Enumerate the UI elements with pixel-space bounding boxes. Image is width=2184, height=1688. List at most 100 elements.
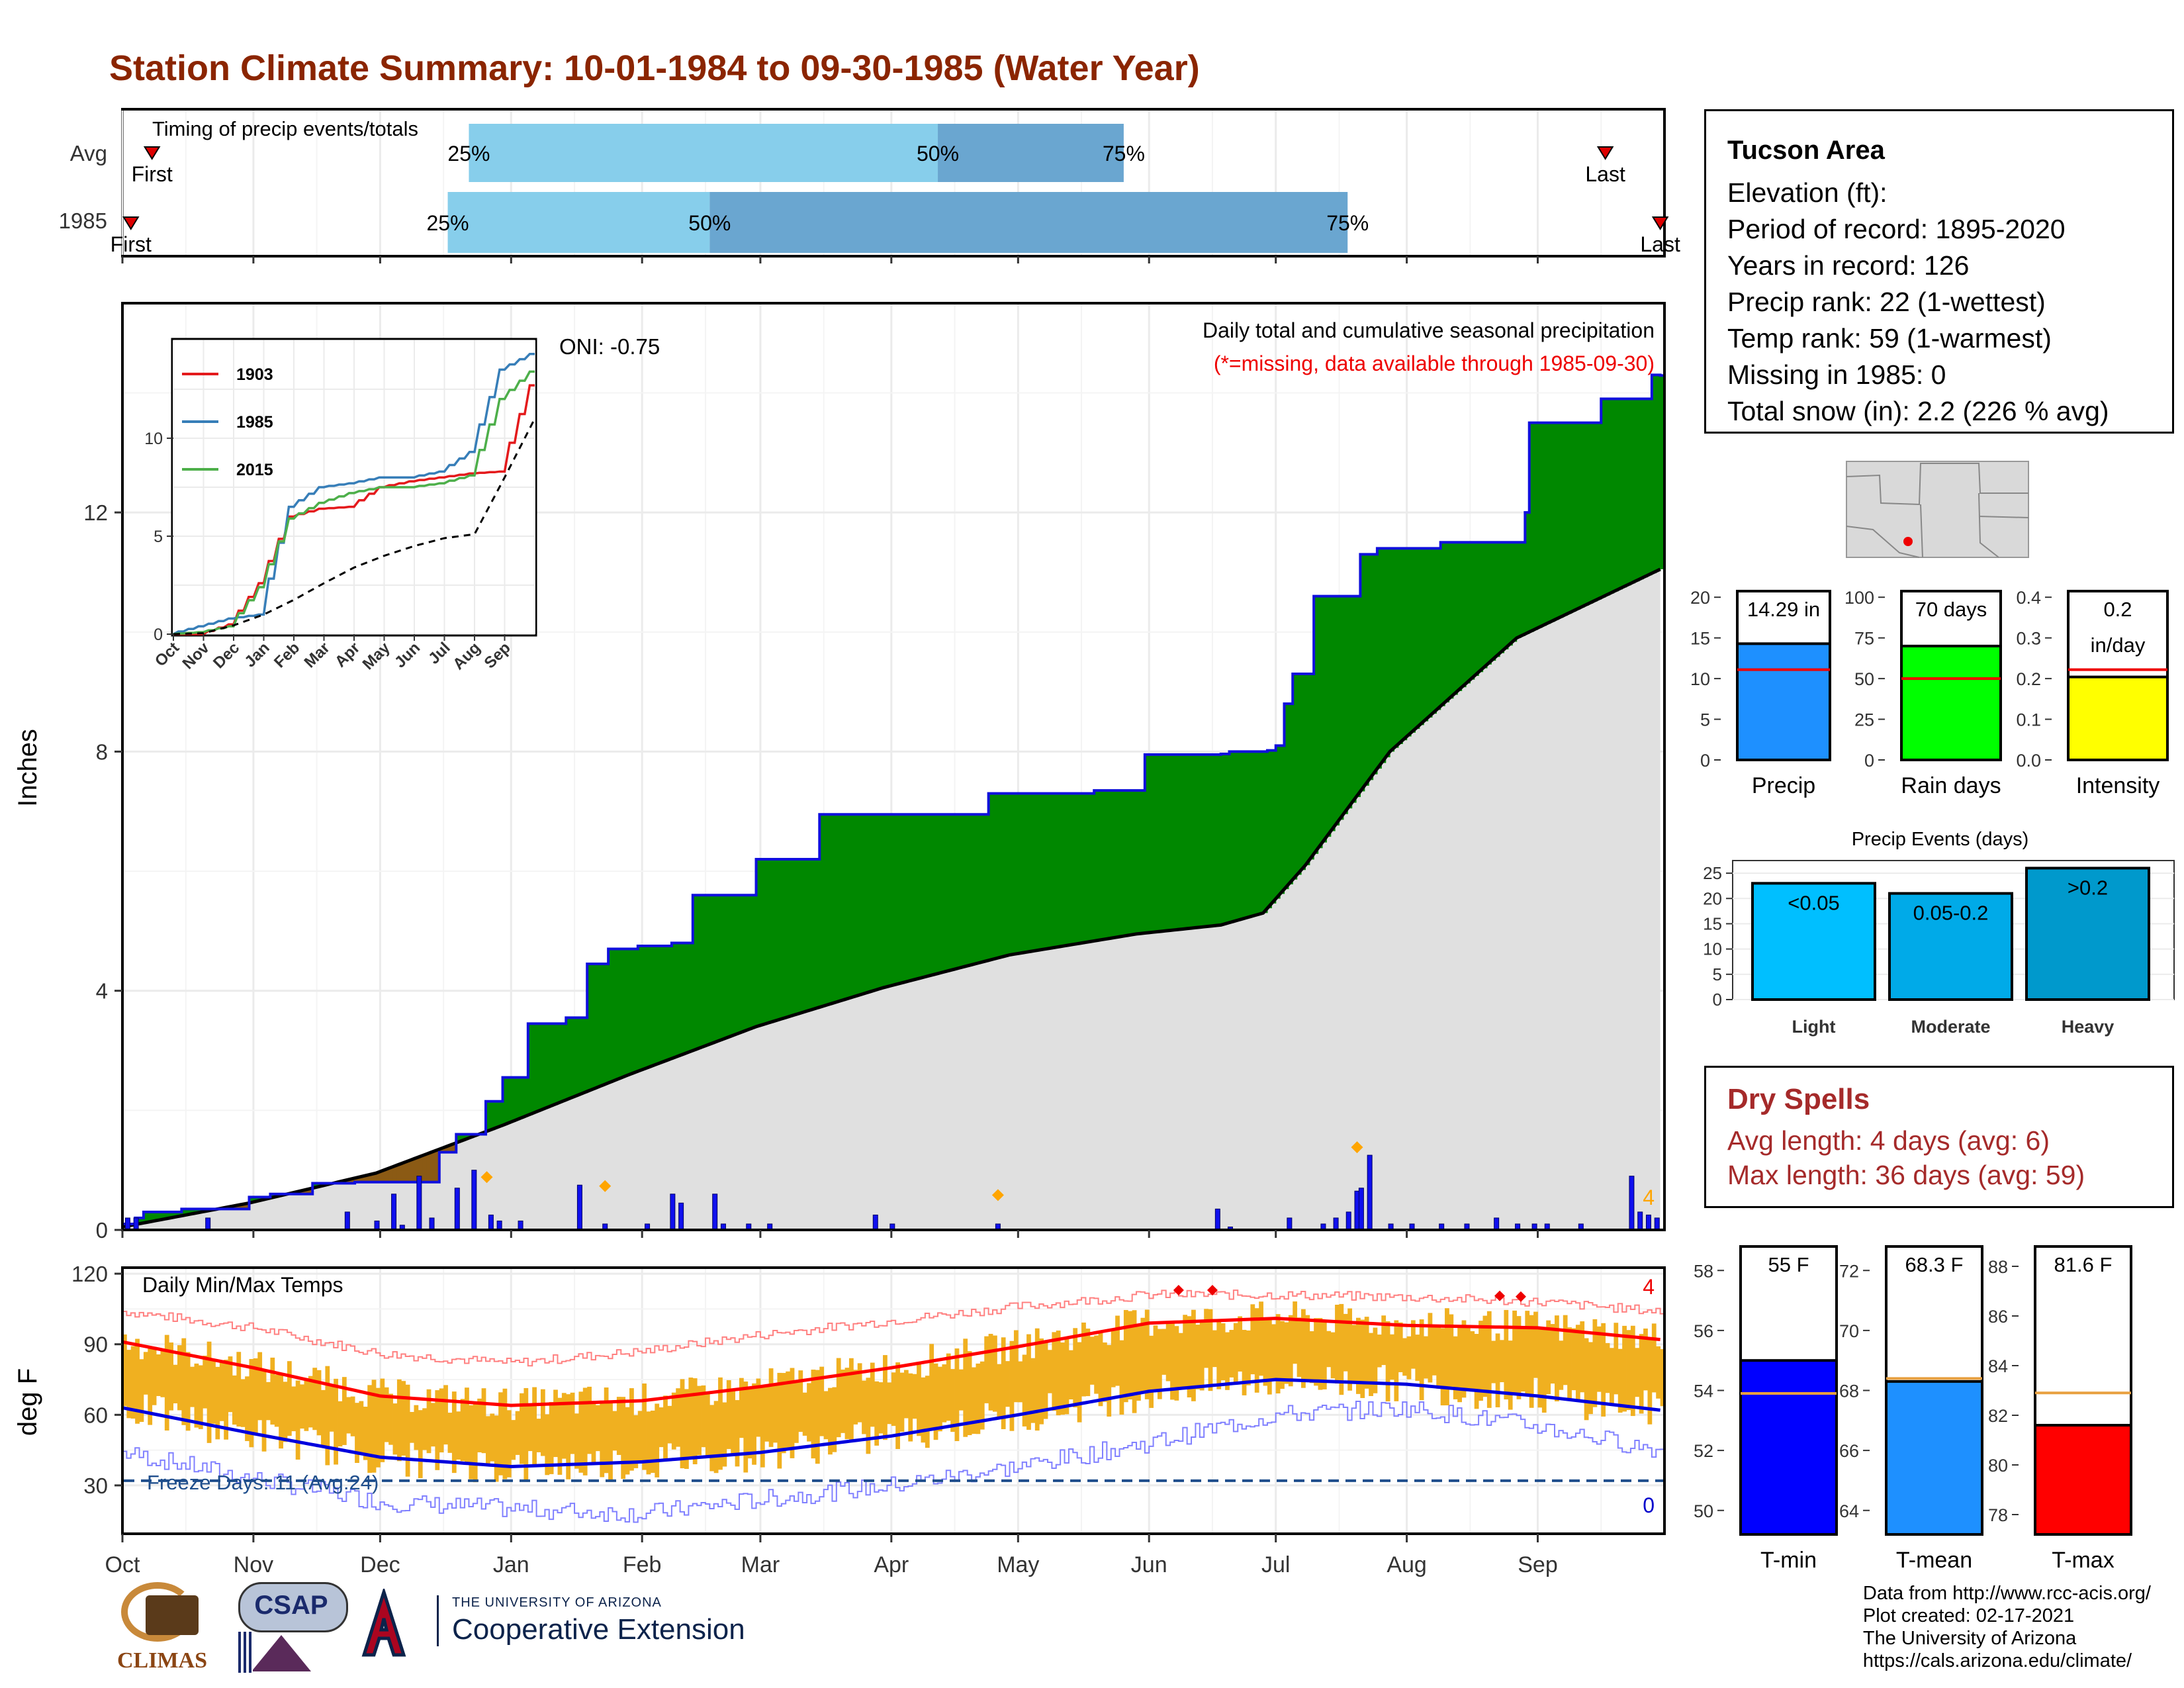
daily-temp-bar (616, 1397, 621, 1455)
daily-temp-bar (190, 1366, 195, 1407)
above-avg-area (946, 814, 951, 972)
daily-temp-bar (224, 1360, 228, 1440)
above-avg-area (253, 1197, 258, 1202)
tmax-tick-label: 78 (1988, 1505, 2008, 1525)
daily-temp-bar (692, 1378, 698, 1464)
daily-temp-bar (367, 1385, 373, 1473)
daily-temp-bar (777, 1372, 782, 1469)
daily-temp-bar (422, 1408, 428, 1450)
daily-temp-bar (494, 1415, 499, 1482)
footer: Data from http://www.rcc-acis.org/ Plot … (1863, 1582, 2151, 1672)
above-avg-area (1610, 399, 1614, 594)
daily-temp-bar (1580, 1321, 1585, 1393)
above-avg-area (1013, 793, 1019, 955)
daily-precip-bar (416, 1176, 422, 1231)
daily-temp-bar (511, 1420, 516, 1460)
daily-temp-bar (232, 1375, 237, 1425)
above-avg-area (494, 1101, 499, 1129)
daily-temp-bar (1465, 1326, 1471, 1389)
tmin-label: T-min (1760, 1548, 1817, 1573)
raindays-bar (1900, 644, 2002, 761)
daily-temp-bar (1605, 1342, 1610, 1393)
above-avg-area (781, 859, 786, 1019)
daily-temp-bar (739, 1378, 744, 1438)
daily-temp-bar (300, 1384, 304, 1429)
daily-temp-bar (523, 1387, 529, 1481)
daily-precip-bar (205, 1217, 211, 1231)
missing-note: (*=missing, data available through 1985-… (1214, 352, 1655, 375)
daily-temp-bar (206, 1341, 212, 1443)
above-avg-area (1085, 793, 1091, 943)
above-avg-area (139, 1217, 144, 1224)
daily-temp-bar (1592, 1319, 1598, 1407)
daily-temp-bar (1318, 1318, 1323, 1390)
below-avg-area (447, 1146, 453, 1152)
daily-temp-bar (1410, 1320, 1416, 1369)
daily-temp-bar (1559, 1340, 1564, 1390)
daily-precip-bar (678, 1202, 684, 1231)
daily-temp-bar (747, 1387, 752, 1459)
above-avg-area (844, 814, 850, 1000)
above-avg-area (1132, 790, 1137, 935)
events-bar-text: <0.05 (1788, 891, 1839, 914)
raindays-tick-label: 25 (1854, 710, 1874, 730)
daily-temp-bar (557, 1397, 563, 1475)
daily-temp-bar (1461, 1320, 1467, 1398)
above-avg-area (659, 945, 664, 1064)
below-avg-area (392, 1166, 398, 1182)
below-avg-area (401, 1163, 406, 1182)
daily-temp-bar (764, 1385, 770, 1442)
daily-precip-bar (471, 1170, 477, 1231)
above-avg-area (566, 1017, 571, 1100)
daily-temp-bar (1280, 1321, 1285, 1389)
above-avg-area (561, 1023, 567, 1102)
daily-temp-bar (857, 1363, 862, 1423)
above-avg-area (1351, 596, 1357, 803)
below-avg-area (363, 1176, 368, 1182)
daily-temp-bar (126, 1350, 132, 1419)
daily-temp-bar (862, 1380, 866, 1434)
above-avg-area (1495, 542, 1500, 657)
above-avg-area (887, 814, 892, 987)
daily-temp-bar (629, 1388, 634, 1471)
daily-temp-bar (443, 1385, 448, 1445)
above-avg-area (646, 945, 651, 1068)
above-avg-area (169, 1211, 174, 1219)
above-avg-area (194, 1209, 199, 1214)
daily-temp-bar (1267, 1319, 1272, 1395)
precip-tick-label: 0 (1700, 751, 1710, 771)
daily-temp-bar (1445, 1308, 1449, 1405)
daily-temp-bar (1034, 1328, 1040, 1431)
daily-temp-bar (1052, 1332, 1057, 1411)
above-avg-area (1541, 422, 1547, 626)
daily-temp-bar (1660, 1349, 1665, 1407)
raindays-tick-label: 75 (1854, 629, 1874, 649)
daily-temp-bar (1263, 1318, 1268, 1386)
daily-temp-bar (709, 1405, 715, 1472)
above-avg-area (823, 814, 829, 1006)
daily-temp-bar (279, 1373, 283, 1449)
daily-temp-bar (1309, 1331, 1314, 1383)
precip-y-label: Inches (13, 729, 42, 807)
daily-temp-bar (1479, 1321, 1483, 1401)
events-bar-label: Moderate (1911, 1017, 1990, 1037)
events-title: Precip Events (days) (1852, 829, 2029, 850)
above-avg-area (1119, 790, 1124, 937)
daily-temp-bar (841, 1369, 845, 1433)
daily-temp-bar (899, 1372, 905, 1432)
daily-temp-bar (1639, 1334, 1644, 1414)
daily-temp-bar (465, 1387, 469, 1465)
above-avg-area (752, 895, 757, 1029)
above-avg-area (756, 859, 761, 1027)
daily-temp-bar (1626, 1330, 1631, 1411)
daily-temp-bar (1567, 1327, 1572, 1399)
daily-precip-bar (344, 1211, 350, 1231)
above-avg-area (697, 895, 702, 1049)
daily-temp-bar (1073, 1328, 1078, 1408)
daily-temp-bar (1525, 1311, 1530, 1395)
daily-temp-bar (384, 1387, 389, 1442)
daily-temp-bar (676, 1388, 681, 1447)
daily-temp-bar (1018, 1361, 1023, 1403)
